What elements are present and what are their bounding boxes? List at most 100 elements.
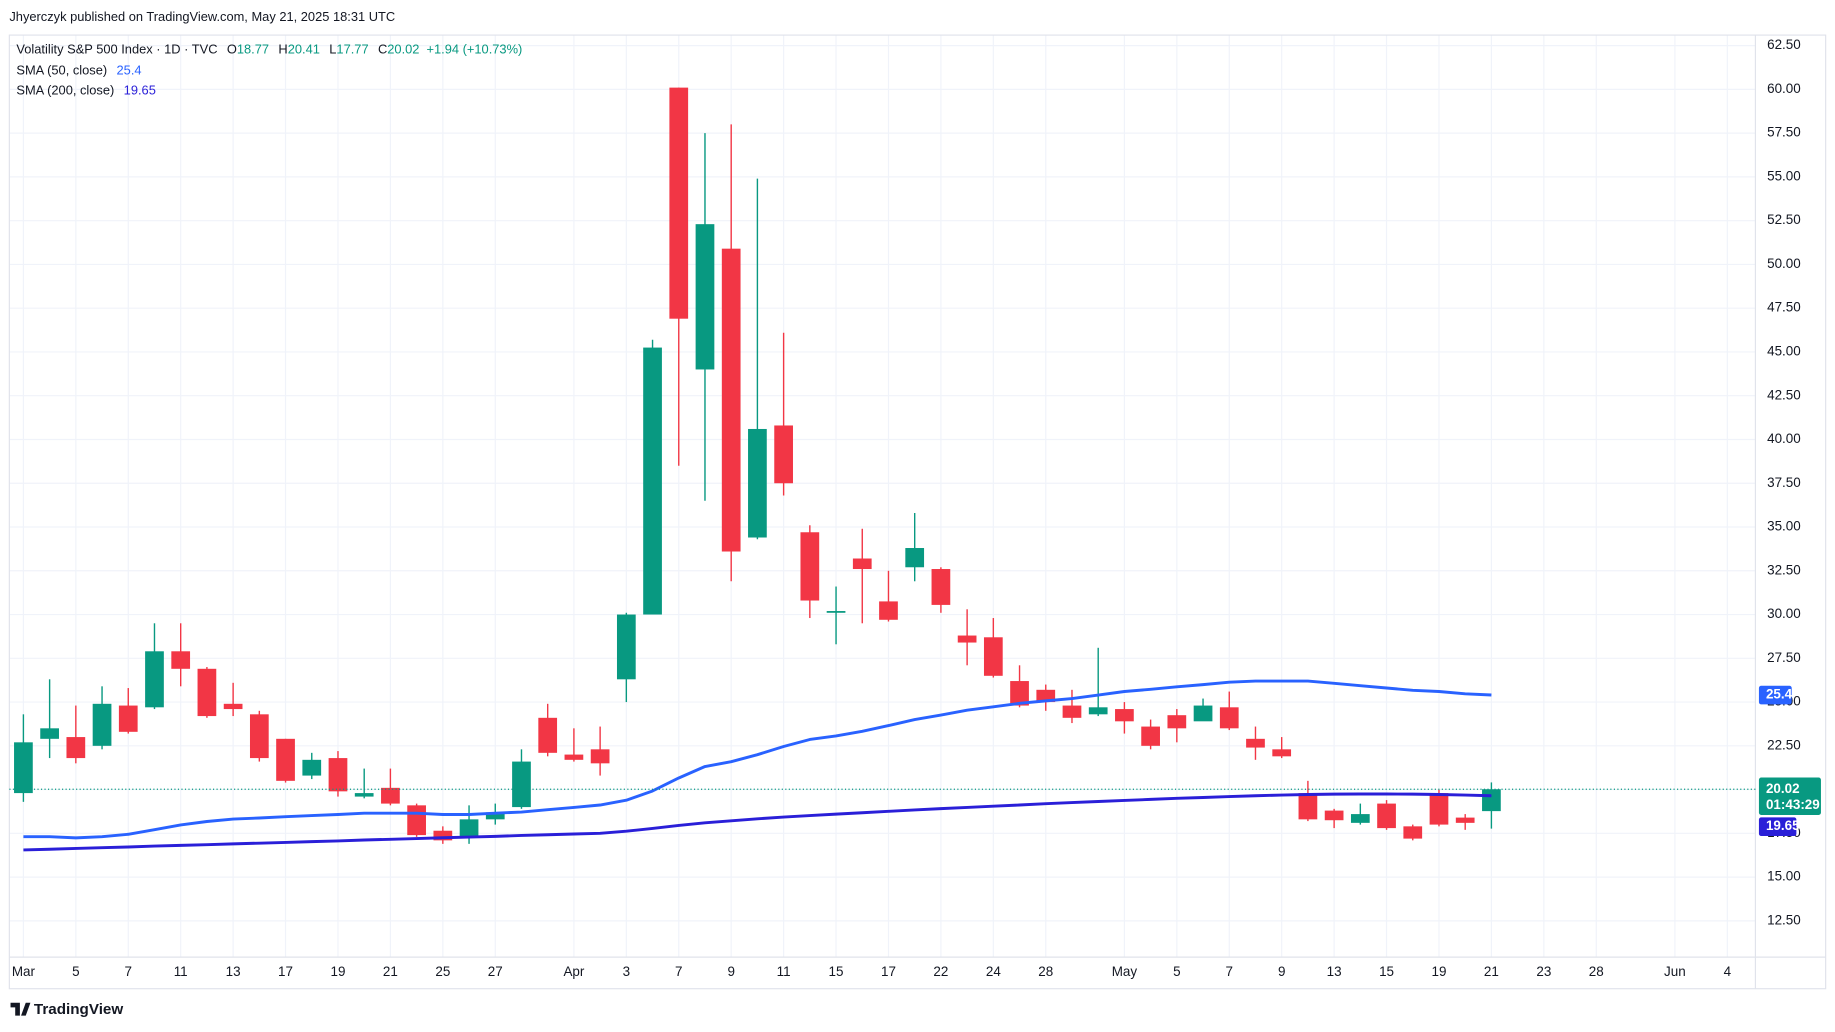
y-tick-label: 12.50	[1767, 912, 1801, 927]
y-tick-label: 47.50	[1767, 300, 1801, 315]
x-tick-label: 21	[1484, 964, 1499, 979]
candle-body	[538, 717, 558, 753]
candle-body	[879, 601, 898, 620]
axis-labels: 12.5015.0017.5020.0022.5025.0027.5030.00…	[12, 37, 1821, 979]
x-tick-label: 23	[1536, 964, 1551, 979]
frame	[8, 34, 1827, 990]
candle-body	[1429, 793, 1449, 825]
sma-value: 25.4	[117, 63, 142, 78]
y-tick-label: 35.00	[1767, 519, 1801, 534]
candle-body	[249, 714, 269, 759]
y-tick-label: 15.00	[1767, 869, 1801, 884]
x-tick-label: 25	[435, 964, 450, 979]
sma-tag-value: 25.4	[1766, 687, 1793, 702]
candle-body	[1272, 749, 1292, 757]
candle-body	[66, 737, 86, 759]
x-tick-label: Apr	[563, 964, 584, 979]
x-tick-label: 17	[881, 964, 896, 979]
y-tick-label: 22.50	[1767, 737, 1801, 752]
x-tick-label: 7	[125, 964, 132, 979]
candle-body	[1115, 709, 1134, 722]
x-tick-label: 11	[777, 964, 791, 979]
candle-body	[485, 812, 505, 820]
y-tick-label: 60.00	[1767, 81, 1801, 96]
candle-body	[800, 532, 820, 601]
sma-line	[23, 679, 1492, 840]
sma-line	[23, 792, 1492, 852]
sma-tag-value: 19.65	[1766, 818, 1800, 833]
legend-key: L	[329, 42, 336, 57]
candle-body	[1010, 681, 1029, 706]
candle-body	[145, 651, 164, 708]
legend-change: +1.94 (+10.73%)	[426, 42, 522, 57]
candle-body	[40, 728, 59, 739]
candle-body	[118, 705, 138, 732]
x-tick-label: 13	[1327, 964, 1342, 979]
x-tick-label: Jun	[1664, 964, 1686, 979]
candle-body	[1193, 705, 1213, 722]
brand-logo: TradingView	[10, 1001, 123, 1018]
legend-sma50: SMA (50, close) 25.4	[16, 63, 141, 78]
candle-body	[669, 87, 689, 319]
candle-body	[1482, 789, 1501, 812]
sma-tag	[1758, 685, 1792, 705]
candle-body	[328, 758, 348, 792]
candle-body	[905, 548, 925, 568]
x-tick-label: 28	[1589, 964, 1604, 979]
legend-title: Volatility S&P 500 Index · 1D · TVC	[16, 42, 217, 57]
candle-body	[957, 635, 977, 643]
legend-key: O	[227, 42, 237, 57]
y-tick-label: 32.50	[1767, 562, 1801, 577]
candle-body	[1246, 738, 1265, 748]
candle-body	[1403, 826, 1423, 839]
candle-body	[433, 830, 453, 841]
legend-key: C	[378, 42, 387, 57]
candle-body	[407, 805, 426, 836]
x-tick-label: 7	[675, 964, 682, 979]
candle-body	[748, 428, 767, 538]
candle-body	[512, 761, 531, 808]
y-tick-label: 30.00	[1767, 606, 1801, 621]
sma-name: SMA (50, close)	[16, 63, 107, 78]
x-tick-label: 27	[488, 964, 503, 979]
candle-body	[616, 614, 636, 680]
last-price-tag	[1758, 777, 1821, 815]
x-tick-label: 3	[623, 964, 630, 979]
x-tick-label: 15	[1379, 964, 1394, 979]
y-tick-label: 37.50	[1767, 475, 1801, 490]
x-tick-label: May	[1112, 964, 1138, 979]
y-tick-label: 62.50	[1767, 37, 1801, 52]
x-tick-label: 22	[933, 964, 948, 979]
publish-header: Jhyerczyk published on TradingView.com, …	[9, 9, 395, 24]
y-tick-label: 27.50	[1767, 650, 1801, 665]
candle-body	[92, 703, 112, 746]
candle-body	[1088, 707, 1108, 715]
candle-body	[197, 668, 217, 717]
candle-body	[14, 742, 33, 794]
y-tick-label: 50.00	[1767, 256, 1801, 271]
candle-body	[171, 651, 191, 669]
sma-name: SMA (200, close)	[16, 83, 114, 98]
grid	[9, 35, 1756, 958]
candle-body	[695, 224, 715, 370]
candle-body	[276, 738, 295, 781]
x-tick-label: 11	[174, 964, 188, 979]
candle-body	[774, 425, 793, 484]
x-tick-label: 19	[330, 964, 345, 979]
logo-mark	[10, 1002, 31, 1016]
sma-tag	[1758, 817, 1797, 837]
legend-value: 20.02	[387, 42, 419, 57]
x-tick-label: 17	[278, 964, 293, 979]
bar-countdown: 01:43:29	[1766, 797, 1820, 812]
legend-value: 17.77	[336, 42, 368, 57]
candle-body	[721, 248, 741, 552]
legend-value: 20.41	[288, 42, 320, 57]
candle-body	[1324, 810, 1344, 821]
candle-body	[1455, 817, 1475, 823]
candle-body	[223, 703, 243, 710]
legend-value: 18.77	[237, 42, 269, 57]
x-tick-label: 21	[383, 964, 398, 979]
candle-body	[381, 787, 400, 804]
